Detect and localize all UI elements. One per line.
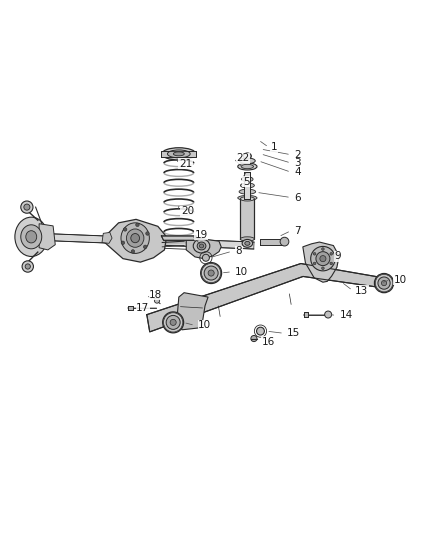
Polygon shape bbox=[18, 232, 254, 249]
Polygon shape bbox=[128, 306, 134, 310]
Circle shape bbox=[330, 262, 332, 265]
Circle shape bbox=[313, 262, 316, 265]
Ellipse shape bbox=[240, 197, 254, 201]
Ellipse shape bbox=[242, 239, 253, 247]
Ellipse shape bbox=[167, 150, 190, 158]
Circle shape bbox=[202, 254, 209, 261]
Ellipse shape bbox=[173, 152, 184, 156]
Circle shape bbox=[124, 228, 127, 231]
Text: 10: 10 bbox=[394, 274, 407, 285]
Text: 10: 10 bbox=[235, 266, 248, 277]
Text: 18: 18 bbox=[149, 290, 162, 300]
Polygon shape bbox=[186, 237, 221, 259]
Circle shape bbox=[381, 280, 387, 286]
Text: 20: 20 bbox=[181, 206, 194, 216]
Polygon shape bbox=[161, 236, 196, 240]
Circle shape bbox=[257, 327, 265, 335]
Circle shape bbox=[162, 312, 184, 333]
Circle shape bbox=[251, 335, 257, 342]
Ellipse shape bbox=[245, 241, 250, 245]
Circle shape bbox=[325, 311, 332, 318]
Polygon shape bbox=[161, 151, 196, 157]
Polygon shape bbox=[240, 199, 254, 239]
Text: 8: 8 bbox=[236, 246, 242, 256]
Ellipse shape bbox=[197, 242, 206, 250]
Text: 4: 4 bbox=[294, 167, 301, 177]
Text: 15: 15 bbox=[287, 328, 300, 338]
Polygon shape bbox=[147, 263, 386, 332]
Ellipse shape bbox=[121, 223, 149, 253]
Polygon shape bbox=[244, 172, 251, 199]
Text: 3: 3 bbox=[294, 158, 301, 168]
Circle shape bbox=[208, 270, 214, 276]
Circle shape bbox=[146, 232, 149, 235]
Text: 7: 7 bbox=[294, 225, 301, 236]
Ellipse shape bbox=[238, 196, 257, 200]
Ellipse shape bbox=[127, 229, 144, 247]
Circle shape bbox=[121, 241, 124, 245]
Ellipse shape bbox=[239, 189, 256, 194]
Polygon shape bbox=[303, 242, 339, 282]
Ellipse shape bbox=[240, 237, 254, 241]
Circle shape bbox=[131, 249, 134, 253]
Text: 16: 16 bbox=[261, 337, 275, 346]
Circle shape bbox=[144, 245, 147, 248]
Circle shape bbox=[154, 298, 159, 303]
Circle shape bbox=[22, 261, 33, 272]
Text: 13: 13 bbox=[355, 286, 368, 295]
Circle shape bbox=[201, 263, 222, 284]
Circle shape bbox=[136, 223, 139, 227]
Circle shape bbox=[320, 256, 326, 262]
Ellipse shape bbox=[238, 163, 257, 170]
Circle shape bbox=[378, 277, 390, 289]
Circle shape bbox=[204, 266, 218, 280]
Text: 22: 22 bbox=[237, 153, 250, 163]
Ellipse shape bbox=[240, 158, 255, 164]
Text: 21: 21 bbox=[179, 159, 192, 169]
Ellipse shape bbox=[241, 164, 254, 169]
Text: 10: 10 bbox=[198, 320, 211, 330]
Circle shape bbox=[166, 316, 180, 329]
Polygon shape bbox=[102, 232, 112, 244]
Text: 9: 9 bbox=[334, 251, 341, 261]
Text: 5: 5 bbox=[243, 177, 250, 187]
Polygon shape bbox=[304, 312, 307, 317]
Polygon shape bbox=[103, 220, 166, 262]
Text: 19: 19 bbox=[194, 230, 208, 240]
Ellipse shape bbox=[15, 217, 48, 256]
Polygon shape bbox=[261, 239, 285, 245]
Ellipse shape bbox=[193, 239, 210, 253]
Circle shape bbox=[25, 264, 30, 269]
Text: 6: 6 bbox=[294, 192, 301, 203]
Circle shape bbox=[24, 204, 30, 210]
Text: 14: 14 bbox=[339, 310, 353, 320]
Circle shape bbox=[313, 253, 316, 255]
Circle shape bbox=[280, 237, 289, 246]
Circle shape bbox=[330, 253, 332, 255]
Ellipse shape bbox=[199, 244, 204, 248]
Ellipse shape bbox=[131, 233, 140, 243]
Circle shape bbox=[170, 319, 176, 326]
Text: 17: 17 bbox=[136, 303, 149, 312]
Ellipse shape bbox=[26, 231, 37, 243]
Circle shape bbox=[316, 252, 330, 265]
Text: 2: 2 bbox=[294, 150, 301, 160]
Text: 1: 1 bbox=[271, 142, 277, 152]
Ellipse shape bbox=[162, 148, 196, 160]
Circle shape bbox=[311, 246, 335, 271]
Polygon shape bbox=[177, 293, 208, 330]
Circle shape bbox=[21, 201, 33, 213]
Circle shape bbox=[321, 267, 324, 270]
Ellipse shape bbox=[244, 153, 251, 159]
Circle shape bbox=[321, 248, 324, 251]
Ellipse shape bbox=[21, 225, 42, 249]
Ellipse shape bbox=[240, 183, 254, 188]
Polygon shape bbox=[39, 224, 55, 250]
Circle shape bbox=[374, 273, 394, 293]
Ellipse shape bbox=[242, 177, 253, 182]
